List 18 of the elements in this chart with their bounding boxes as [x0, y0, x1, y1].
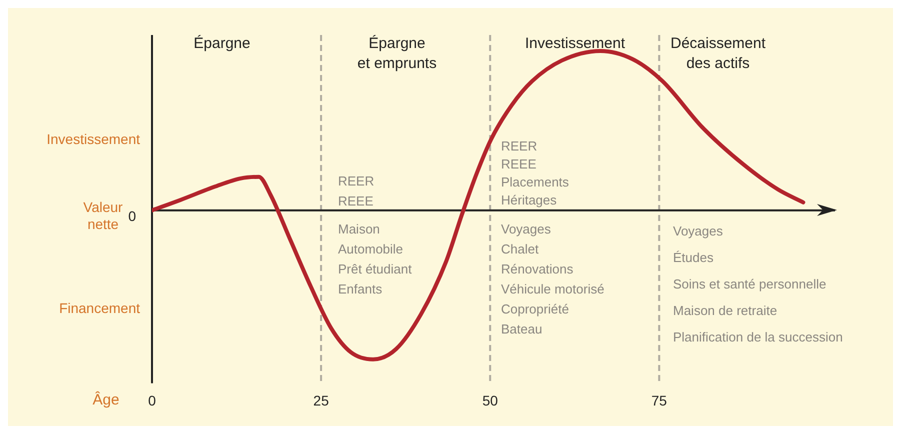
annotation: REER REEE — [338, 174, 374, 209]
text: Investissement — [46, 130, 140, 147]
annotation: REER REEE Placements Héritages — [501, 138, 570, 208]
x-tick-label: 25 — [313, 392, 330, 408]
x-tick-label: 75 — [651, 392, 668, 408]
x-tick-label: 0 — [148, 392, 156, 408]
annotation: Voyages Études Soins et santé personnelle Maison de retraite Planification de la succession — [673, 224, 843, 345]
x-axis-title: Âge — [92, 390, 120, 408]
text: 0 — [128, 208, 136, 224]
text: Valeur nette — [83, 198, 124, 232]
annotation: Épargne et emprunts — [357, 34, 437, 72]
annotation: Maison Automobile Prêt étudiant Enfants — [338, 222, 412, 297]
x-tick-label: 50 — [482, 392, 498, 408]
annotation: Décaissement des actifs — [670, 35, 766, 72]
annotation: Investissement — [524, 35, 626, 52]
annotation: Épargne — [194, 34, 250, 52]
text: Financement — [59, 300, 140, 316]
annotation: Voyages Chalet Rénovations Véhicule motorisé Copropriété Bateau — [501, 222, 604, 337]
